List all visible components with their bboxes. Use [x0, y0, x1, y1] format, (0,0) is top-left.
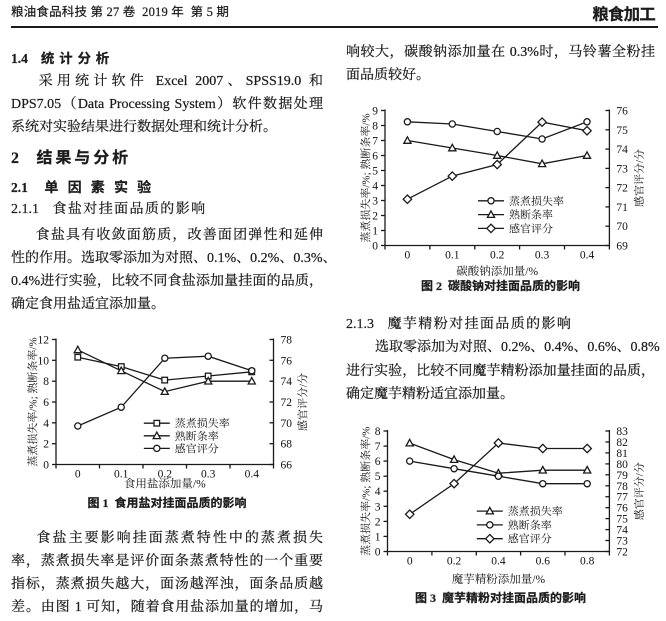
svg-text:0.4: 0.4 [245, 469, 260, 481]
svg-text:0: 0 [375, 547, 381, 559]
svg-text:2: 2 [43, 439, 49, 451]
svg-text:2: 2 [372, 211, 378, 223]
svg-text:82: 82 [616, 437, 628, 449]
svg-text:1: 1 [375, 531, 381, 543]
svg-text:10: 10 [38, 355, 50, 367]
svg-text:0.3: 0.3 [535, 250, 550, 262]
svg-text:0.6: 0.6 [536, 556, 551, 568]
svg-text:78: 78 [281, 335, 293, 347]
svg-text:0.3: 0.3 [201, 469, 216, 481]
svg-text:0.8: 0.8 [580, 556, 595, 568]
svg-text:68: 68 [281, 439, 293, 451]
svg-text:76: 76 [281, 355, 293, 367]
svg-text:0.1: 0.1 [445, 250, 460, 262]
svg-text:0: 0 [43, 460, 49, 472]
svg-text:8: 8 [43, 376, 49, 388]
svg-text:7: 7 [372, 136, 378, 148]
svg-text:76: 76 [616, 106, 628, 118]
svg-text:蒸煮损失率/%; 熟断条率/%: 蒸煮损失率/%; 熟断条率/% [360, 427, 373, 556]
svg-text:75: 75 [616, 125, 628, 137]
svg-text:碳酸钠添加量/%: 碳酸钠添加量/% [456, 265, 538, 278]
svg-text:75: 75 [616, 514, 628, 526]
svg-text:熟断条率: 熟断条率 [509, 209, 553, 222]
svg-text:76: 76 [616, 503, 628, 515]
svg-text:4: 4 [372, 181, 378, 193]
svg-text:0.1: 0.1 [114, 469, 129, 481]
svg-text:74: 74 [281, 376, 293, 388]
svg-text:80: 80 [616, 459, 628, 471]
svg-text:78: 78 [616, 481, 628, 493]
svg-text:83: 83 [616, 426, 628, 438]
svg-text:魔芋精粉添加量/%: 魔芋精粉添加量/% [452, 573, 546, 586]
svg-text:72: 72 [281, 397, 293, 409]
svg-text:2: 2 [375, 516, 381, 528]
svg-text:6: 6 [43, 397, 49, 409]
svg-text:感官评分: 感官评分 [509, 222, 553, 235]
svg-text:感官评分/分: 感官评分/分 [297, 373, 310, 431]
svg-text:71: 71 [616, 202, 628, 214]
svg-text:74: 74 [616, 525, 628, 537]
svg-text:73: 73 [616, 163, 628, 175]
svg-text:69: 69 [616, 241, 628, 253]
svg-text:12: 12 [38, 335, 50, 347]
svg-text:0.2: 0.2 [490, 250, 505, 262]
svg-text:熟断条率: 熟断条率 [508, 519, 552, 532]
svg-text:0.4: 0.4 [491, 556, 506, 568]
svg-text:4: 4 [375, 486, 381, 498]
svg-text:0: 0 [372, 241, 378, 253]
svg-text:4: 4 [43, 418, 49, 430]
svg-text:72: 72 [616, 183, 628, 195]
svg-text:蒸煮损失率: 蒸煮损失率 [175, 417, 230, 430]
svg-text:7: 7 [375, 441, 381, 453]
svg-text:9: 9 [372, 106, 378, 118]
svg-text:70: 70 [281, 418, 293, 430]
svg-text:食用盐添加量/%: 食用盐添加量/% [124, 478, 206, 491]
svg-text:感官评分: 感官评分 [508, 533, 552, 546]
svg-text:77: 77 [616, 492, 628, 504]
svg-text:6: 6 [375, 456, 381, 468]
svg-text:0: 0 [407, 556, 413, 568]
svg-text:73: 73 [616, 536, 628, 548]
svg-text:74: 74 [616, 144, 628, 156]
svg-text:6: 6 [372, 151, 378, 163]
svg-text:70: 70 [616, 221, 628, 233]
svg-text:79: 79 [616, 470, 628, 482]
svg-text:66: 66 [281, 460, 293, 472]
svg-text:熟断条率: 熟断条率 [175, 430, 219, 443]
svg-text:感官评分: 感官评分 [175, 442, 219, 455]
svg-text:8: 8 [375, 426, 381, 438]
svg-text:3: 3 [375, 501, 381, 513]
svg-text:0.2: 0.2 [447, 556, 462, 568]
svg-text:5: 5 [375, 471, 381, 483]
svg-text:0: 0 [405, 250, 411, 262]
svg-text:0.2: 0.2 [158, 469, 173, 481]
svg-text:0: 0 [75, 469, 81, 481]
svg-text:感官评分/分: 感官评分/分 [633, 462, 646, 520]
svg-text:81: 81 [616, 448, 628, 460]
svg-text:蒸煮损失率/%; 熟断条率/%: 蒸煮损失率/%; 熟断条率/% [27, 337, 40, 466]
svg-text:3: 3 [372, 196, 378, 208]
svg-text:0.4: 0.4 [580, 250, 595, 262]
svg-text:蒸煮损失率: 蒸煮损失率 [509, 195, 564, 208]
svg-text:蒸煮损失率: 蒸煮损失率 [508, 505, 563, 518]
svg-text:72: 72 [616, 547, 628, 559]
svg-text:蒸煮损失率/%; 熟断条率/%: 蒸煮损失率/%; 熟断条率/% [360, 113, 373, 242]
svg-text:1: 1 [372, 226, 378, 238]
svg-text:5: 5 [372, 166, 378, 178]
svg-text:8: 8 [372, 121, 378, 133]
svg-text:感官评分/分: 感官评分/分 [633, 149, 646, 207]
